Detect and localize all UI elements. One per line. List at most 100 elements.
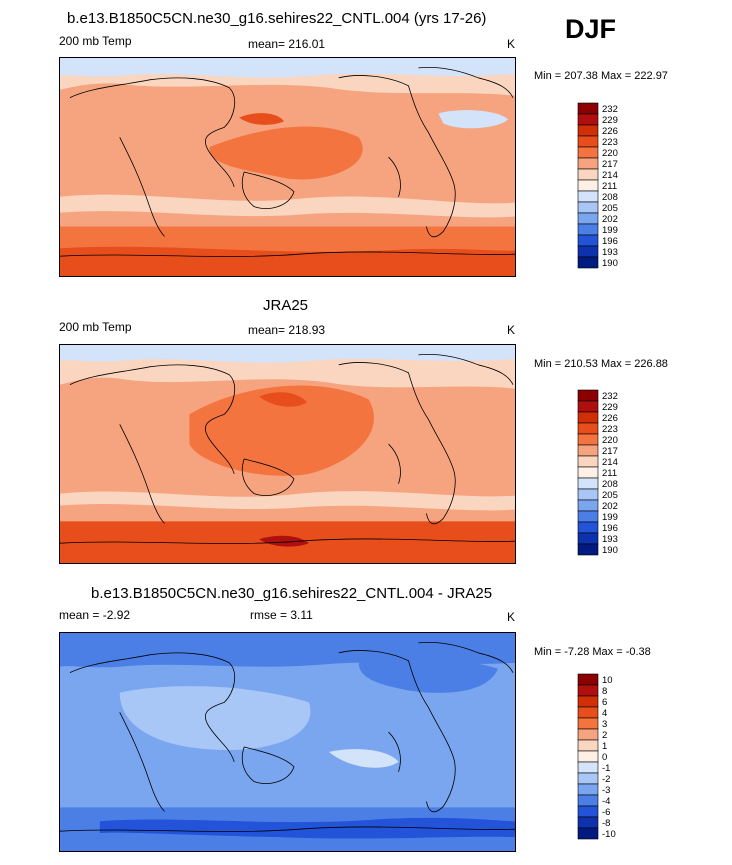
field-contour-tropical-warm (209, 126, 363, 180)
panel1-colorbar: 232 229 226 223 220 217 214 211 208 205 202 199 196 1… (577, 102, 658, 288)
field-contour-sh-max (60, 246, 515, 276)
colorbar-box (577, 212, 599, 225)
colorbar-tick-label: 2 (602, 730, 607, 741)
panel2-variable-label: 200 mb Temp (59, 320, 132, 334)
colorbar-box (577, 543, 599, 556)
colorbar-tick-label: -1 (602, 763, 610, 774)
colorbar-tick-label: 208 (602, 479, 618, 490)
colorbar-box (577, 739, 599, 752)
colorbar-tick-label: 190 (602, 258, 618, 269)
coastlines (60, 642, 515, 832)
panel1-field (60, 58, 515, 276)
colorbar-box (577, 488, 599, 501)
colorbar-box (577, 157, 599, 170)
colorbar-box (577, 411, 599, 424)
colorbar-tick-label: 199 (602, 225, 618, 236)
colorbar-tick-label: 223 (602, 137, 618, 148)
panel1-colorbar-svg: 2322292262232202172142112082052021991961… (577, 102, 618, 269)
colorbar-tick-label: 3 (602, 719, 607, 730)
colorbar-box (577, 124, 599, 137)
panel2-units-label: K (507, 323, 516, 337)
colorbar-tick-label: 217 (602, 446, 618, 457)
colorbar-tick-label: 202 (602, 501, 618, 512)
panel2-mean-label: mean= 218.93 (248, 323, 326, 337)
colorbar-box (577, 816, 599, 829)
colorbar-box (577, 113, 599, 126)
panel2-title: JRA25 (263, 297, 309, 314)
colorbar-tick-label: 4 (602, 708, 607, 719)
colorbar-box (577, 422, 599, 435)
colorbar-tick-label: -2 (602, 774, 610, 785)
colorbar-box (577, 695, 599, 708)
field-contour-pacific-light (328, 749, 399, 768)
panel3-minmax: Min = -7.28 Max = -0.38 (534, 646, 651, 658)
colorbar-tick-label: 220 (602, 435, 618, 446)
colorbar-box (577, 256, 599, 269)
colorbar-tick-label: 8 (602, 686, 607, 697)
panel1-mean-label: mean= 216.01 (248, 37, 326, 51)
colorbar-tick-label: 226 (602, 126, 618, 137)
colorbar-box (577, 673, 599, 686)
colorbar-boxes (577, 673, 599, 840)
colorbar-box (577, 728, 599, 741)
colorbar-tick-label: -4 (602, 796, 610, 807)
colorbar-tick-label: 232 (602, 391, 618, 402)
panel1-minmax: Min = 207.38 Max = 222.97 (534, 70, 668, 82)
colorbar-box (577, 146, 599, 159)
colorbar-boxes (577, 389, 599, 556)
colorbar-tick-label: 193 (602, 534, 618, 545)
colorbar-box (577, 102, 599, 115)
field-contour-na-cold (358, 657, 499, 693)
colorbar-tick-label: 232 (602, 104, 618, 115)
colorbar-tick-label: 196 (602, 236, 618, 247)
colorbar-box (577, 179, 599, 192)
panel1-units-label: K (507, 37, 516, 51)
coastlines (60, 354, 515, 544)
colorbar-boxes (577, 102, 599, 269)
colorbar-box (577, 717, 599, 730)
colorbar-labels: 2322292262232202172142112082052021991961… (602, 391, 618, 556)
colorbar-tick-label: -6 (602, 807, 610, 818)
colorbar-box (577, 532, 599, 545)
colorbar-box (577, 201, 599, 214)
colorbar-box (577, 444, 599, 457)
colorbar-box (577, 389, 599, 402)
colorbar-box (577, 455, 599, 468)
colorbar-tick-label: 202 (602, 214, 618, 225)
colorbar-box (577, 761, 599, 774)
colorbar-tick-label: 190 (602, 545, 618, 556)
colorbar-tick-label: 205 (602, 490, 618, 501)
colorbar-box (577, 223, 599, 236)
colorbar-box (577, 794, 599, 807)
panel3-field (60, 633, 515, 851)
colorbar-labels: 2322292262232202172142112082052021991961… (602, 104, 618, 269)
panel3-rmse-label: rmse = 3.11 (250, 608, 313, 622)
colorbar-tick-label: 6 (602, 697, 607, 708)
colorbar-box (577, 190, 599, 203)
colorbar-box (577, 827, 599, 840)
panel2-field (60, 345, 515, 563)
colorbar-tick-label: 211 (602, 181, 617, 192)
colorbar-tick-label: 1 (602, 741, 607, 752)
panel2-minmax: Min = 210.53 Max = 226.88 (534, 358, 668, 370)
panel3-title: b.e13.B1850C5CN.ne30_g16.sehires22_CNTL.… (91, 585, 493, 602)
colorbar-tick-label: 0 (602, 752, 607, 763)
panel2-map (59, 344, 516, 564)
colorbar-tick-label: 229 (602, 402, 618, 413)
panel3-map (59, 632, 516, 852)
panel2-colorbar-svg: 2322292262232202172142112082052021991961… (577, 389, 618, 556)
colorbar-box (577, 477, 599, 490)
colorbar-box (577, 783, 599, 796)
colorbar-tick-label: -10 (602, 829, 616, 840)
colorbar-tick-label: 223 (602, 424, 618, 435)
colorbar-box (577, 168, 599, 181)
panel3-mean-label: mean = -2.92 (59, 608, 131, 622)
panel2-colorbar: 232 229 226 223 220 217 214 211 208 205 202 199 196 1… (577, 389, 658, 575)
colorbar-box (577, 135, 599, 148)
field-contour-sh-cool-band (60, 194, 515, 218)
colorbar-tick-label: 205 (602, 203, 618, 214)
colorbar-tick-label: 220 (602, 148, 618, 159)
coastlines (60, 67, 515, 257)
